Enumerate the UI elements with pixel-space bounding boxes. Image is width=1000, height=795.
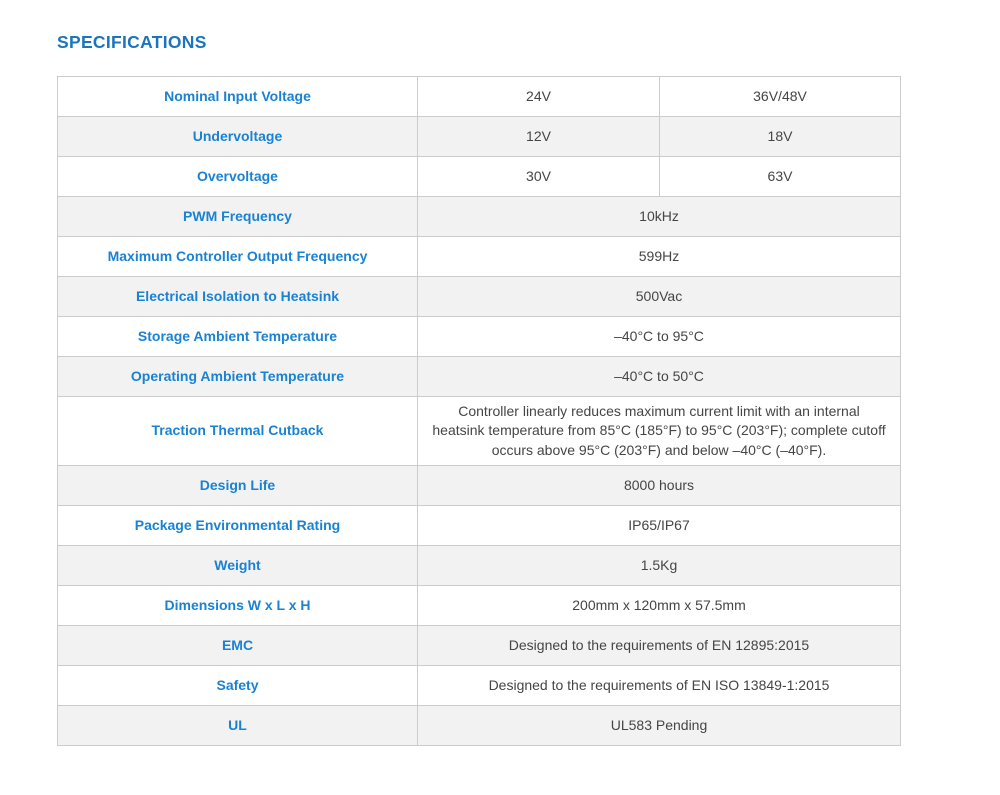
spec-value: IP65/IP67 <box>417 504 901 546</box>
spec-label: Storage Ambient Temperature <box>57 316 418 357</box>
spec-value: 8000 hours <box>417 464 901 506</box>
table-row: Safety Designed to the requirements of EN… <box>57 664 901 706</box>
spec-label: EMC <box>57 624 418 666</box>
spec-value: 63V <box>659 156 901 197</box>
table-row: UL UL583 Pending <box>57 704 901 746</box>
specifications-table: Nominal Input Voltage 24V 36V/48V Undervolt… <box>57 76 901 746</box>
page: SPECIFICATIONS Nominal Input Voltage 24V 3… <box>57 32 901 746</box>
spec-value: –40°C to 50°C <box>417 356 901 397</box>
spec-value: Designed to the requirements of EN 12895… <box>417 624 901 666</box>
spec-label: Undervoltage <box>57 116 418 157</box>
spec-label: Overvoltage <box>57 156 418 197</box>
table-row: Traction Thermal Cutback Controller linea… <box>57 396 901 466</box>
table-row: EMC Designed to the requirements of EN 12… <box>57 624 901 666</box>
spec-label: PWM Frequency <box>57 196 418 237</box>
page-title: SPECIFICATIONS <box>57 32 207 52</box>
spec-value: 1.5Kg <box>417 544 901 586</box>
spec-label: Package Environmental Rating <box>57 504 418 546</box>
spec-value: 599Hz <box>417 236 901 277</box>
spec-label: Dimensions W x L x H <box>57 584 418 626</box>
spec-table-body: Nominal Input Voltage 24V 36V/48V Undervolt… <box>57 76 901 746</box>
table-row: Maximum Controller Output Frequency 599Hz <box>57 236 901 277</box>
table-row: Electrical Isolation to Heatsink 500Vac <box>57 276 901 317</box>
spec-label: Operating Ambient Temperature <box>57 356 418 397</box>
spec-label: Electrical Isolation to Heatsink <box>57 276 418 317</box>
table-row: Undervoltage 12V 18V <box>57 116 901 157</box>
spec-value: 18V <box>659 116 901 157</box>
spec-value: Controller linearly reduces maximum curr… <box>417 396 901 466</box>
spec-value: –40°C to 95°C <box>417 316 901 357</box>
table-row: Overvoltage 30V 63V <box>57 156 901 197</box>
spec-value: 500Vac <box>417 276 901 317</box>
spec-label: Safety <box>57 664 418 706</box>
spec-label: Weight <box>57 544 418 586</box>
spec-label: UL <box>57 704 418 746</box>
spec-value: Designed to the requirements of EN ISO 1… <box>417 664 901 706</box>
spec-value: 200mm x 120mm x 57.5mm <box>417 584 901 626</box>
spec-label: Traction Thermal Cutback <box>57 396 418 466</box>
spec-value: 12V <box>417 116 660 157</box>
table-row: Dimensions W x L x H 200mm x 120mm x 57.5… <box>57 584 901 626</box>
spec-value: 10kHz <box>417 196 901 237</box>
table-row: Design Life 8000 hours <box>57 464 901 506</box>
table-row: Weight 1.5Kg <box>57 544 901 586</box>
spec-value: UL583 Pending <box>417 704 901 746</box>
table-row: Operating Ambient Temperature –40°C to 50… <box>57 356 901 397</box>
spec-value: 36V/48V <box>659 76 901 117</box>
spec-value: 30V <box>417 156 660 197</box>
table-row: Nominal Input Voltage 24V 36V/48V <box>57 76 901 117</box>
table-row: Package Environmental Rating IP65/IP67 <box>57 504 901 546</box>
table-row: Storage Ambient Temperature –40°C to 95°C <box>57 316 901 357</box>
table-row: PWM Frequency 10kHz <box>57 196 901 237</box>
spec-label: Design Life <box>57 464 418 506</box>
spec-label: Nominal Input Voltage <box>57 76 418 117</box>
spec-value: 24V <box>417 76 660 117</box>
spec-label: Maximum Controller Output Frequency <box>57 236 418 277</box>
